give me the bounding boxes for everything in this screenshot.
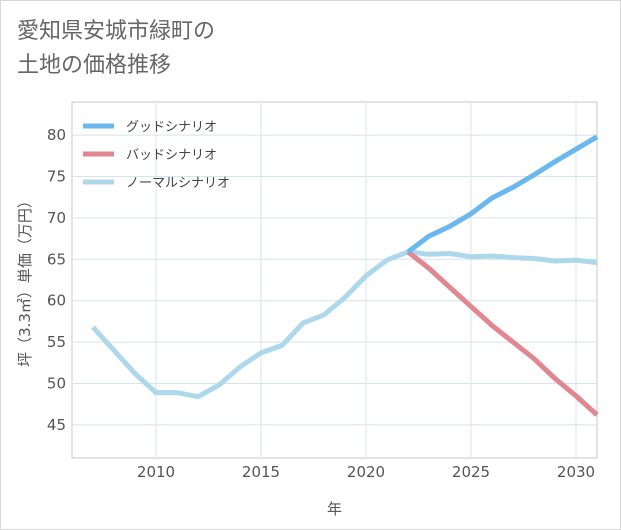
y-tick-label: 80 (47, 126, 66, 144)
series-line (406, 249, 599, 417)
series-layer (91, 134, 599, 417)
y-axis-title: 坪（3.3㎡）単価（万円） (16, 193, 34, 367)
series-line (406, 134, 599, 254)
legend-label: バッドシナリオ (126, 148, 217, 163)
x-tick-label: 2025 (452, 463, 490, 481)
y-tick-label: 55 (47, 333, 66, 351)
plot-frame (71, 101, 598, 459)
x-tick-label: 2015 (242, 463, 280, 481)
x-axis-title: 年 (327, 500, 342, 518)
chart-title: 愛知県安城市緑町の 土地の価格推移 (17, 15, 215, 83)
y-tick-label: 65 (47, 250, 66, 268)
x-tick-label: 2010 (137, 463, 175, 481)
tick-labels: 45 50 55 60 65 70 75 80 2010 2015 2020 2025 2030 (47, 126, 595, 481)
y-tick-label: 45 (47, 416, 66, 434)
y-tick-label: 60 (47, 292, 66, 310)
x-tick-label: 2020 (347, 463, 385, 481)
y-tick-label: 70 (47, 209, 66, 227)
legend-label: ノーマルシナリオ (126, 176, 230, 191)
y-tick-label: 75 (47, 168, 66, 186)
title-line-2: 土地の価格推移 (17, 53, 172, 78)
legend-label: グッドシナリオ (126, 120, 217, 135)
title-line-1: 愛知県安城市緑町の (17, 19, 216, 44)
y-tick-label: 50 (47, 374, 66, 392)
series-line (91, 249, 598, 400)
x-tick-label: 2030 (557, 463, 595, 481)
